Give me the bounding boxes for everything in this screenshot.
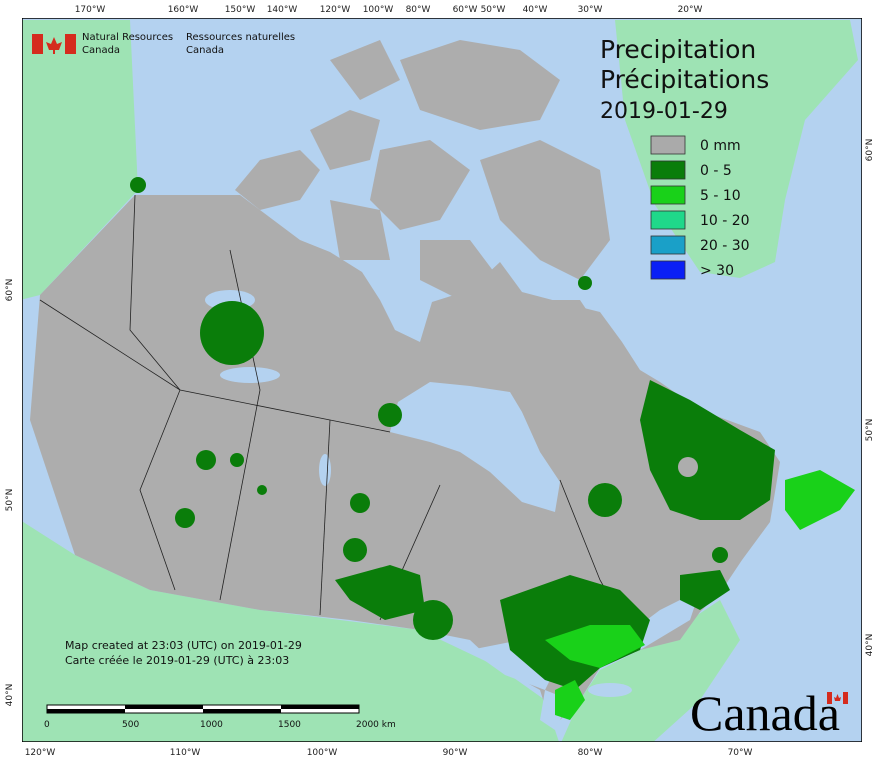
agency-fr: Ressources naturelles [186, 32, 295, 43]
wordmark-flag [827, 692, 848, 704]
graticule-label: 120°W [25, 748, 56, 758]
graticule-label: 110°W [170, 748, 201, 758]
graticule-label: 150°W [225, 5, 256, 15]
graticule-label: 120°W [320, 5, 351, 15]
note: Map created at 23:03 (UTC) on 2019-01-29 [65, 639, 302, 652]
note: Carte créée le 2019-01-29 (UTC) à 23:03 [65, 654, 289, 667]
graticule-label: 60°W [453, 5, 478, 15]
legend-swatch [650, 210, 686, 230]
scale-label: 2000 km [356, 720, 396, 730]
precip-5-10 [545, 470, 855, 720]
legend-label: 10 - 20 [700, 213, 750, 229]
title-fr: Précipitations [600, 65, 769, 94]
graticule-label: 20°W [678, 5, 703, 15]
scale-label: 0 [44, 720, 50, 730]
scale-label: 1500 [278, 720, 301, 730]
graticule-label: 60°N [865, 139, 875, 162]
graticule-label: 50°N [5, 489, 15, 512]
legend-swatch [650, 135, 686, 155]
graticule-label: 100°W [307, 748, 338, 758]
alaska [22, 20, 138, 300]
legend: 0 mm 0 - 5 5 - 10 10 - 20 20 - 30 > 30 [650, 135, 750, 280]
graticule-label: 80°W [406, 5, 431, 15]
scale-labels: 0 500 1000 1500 2000 km [44, 720, 396, 730]
graticule-label: 40°N [865, 634, 875, 657]
legend-swatch [650, 235, 686, 255]
graticule-label: 80°W [578, 748, 603, 758]
agency-fr: Canada [186, 45, 224, 56]
graticule-label: 40°N [5, 684, 15, 707]
scale-label: 500 [122, 720, 139, 730]
graticule-label: 40°W [523, 5, 548, 15]
legend-swatch [650, 260, 686, 280]
agency-en: Canada [82, 45, 120, 56]
wordmark: Canada [690, 685, 840, 741]
legend-label: 20 - 30 [700, 238, 750, 254]
graticule-label: 100°W [363, 5, 394, 15]
usa [22, 521, 559, 742]
legend-label: 5 - 10 [700, 188, 741, 204]
usa-east [561, 600, 740, 742]
graticule-label: 140°W [267, 5, 298, 15]
flag [32, 34, 76, 54]
gap [678, 457, 698, 477]
scale-bar [46, 704, 360, 714]
graticule-label: 160°W [168, 5, 199, 15]
legend-label: > 30 [700, 263, 734, 279]
legend-label: 0 - 5 [700, 163, 732, 179]
legend-swatch [650, 160, 686, 180]
agency-en: Natural Resources [82, 32, 173, 43]
arctic-islands [235, 40, 610, 350]
graticule-label: 60°N [5, 279, 15, 302]
graticule-label: 170°W [75, 5, 106, 15]
scale-label: 1000 [200, 720, 223, 730]
graticule-labels: 170°W 160°W 150°W 140°W 120°W 100°W 80°W 60°W 50… [5, 5, 875, 758]
map-body [22, 18, 862, 742]
graticule-label: 90°W [443, 748, 468, 758]
legend-swatch [650, 185, 686, 205]
graticule-label: 50°W [481, 5, 506, 15]
graticule-label: 50°N [865, 419, 875, 442]
title: Precipitation [600, 35, 756, 64]
legend-label: 0 mm [700, 138, 741, 154]
date: 2019-01-29 [600, 99, 728, 124]
graticule-label: 70°W [728, 748, 753, 758]
hudson-bay [390, 382, 560, 512]
graticule-label: 30°W [578, 5, 603, 15]
